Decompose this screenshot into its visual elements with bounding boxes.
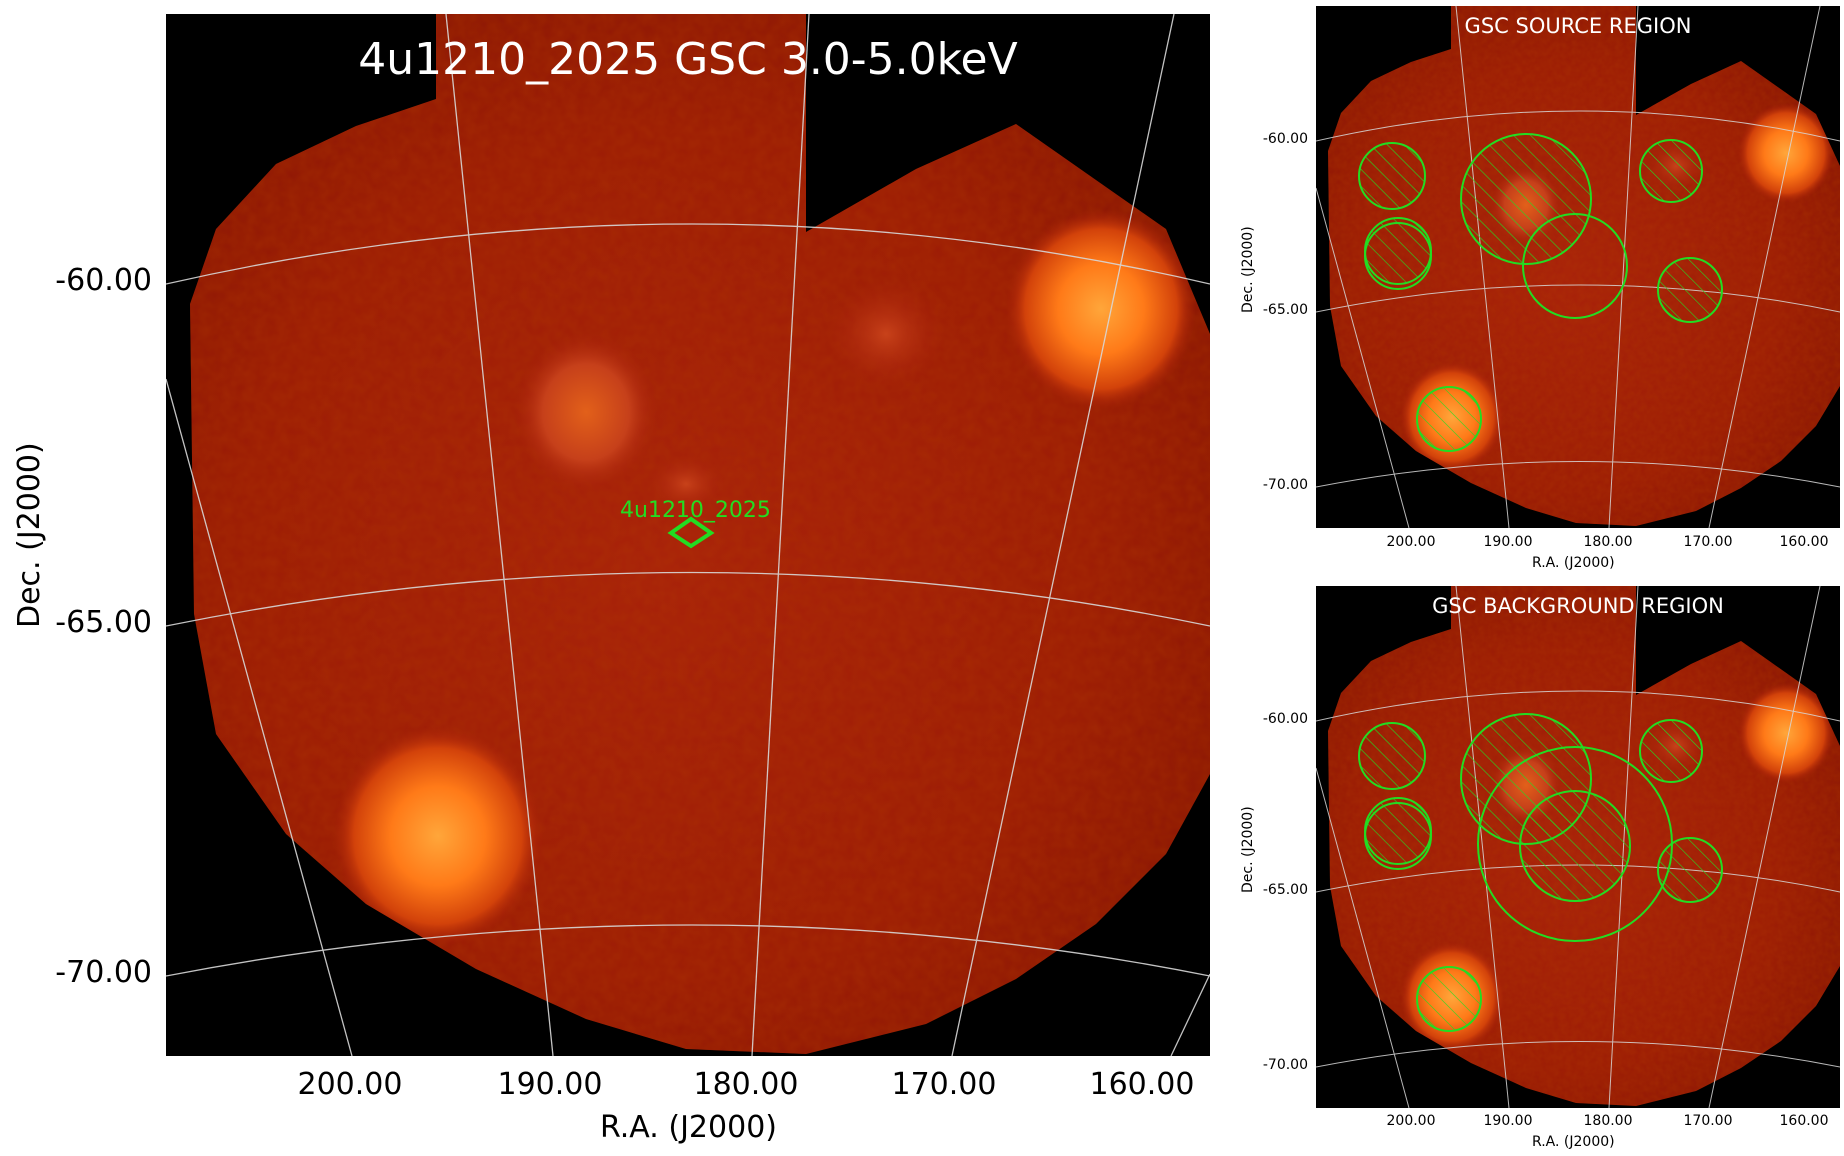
src-xtick: 180.00 — [1583, 534, 1633, 550]
bkg-xtick: 170.00 — [1683, 1113, 1733, 1129]
src-xtick: 200.00 — [1386, 534, 1436, 550]
main-sky-image: 4u1210_2025 GSC 3.0-5.0keV 4u1210_2025 — [166, 14, 1210, 1056]
region-circle — [1416, 386, 1482, 452]
target-marker — [667, 516, 715, 549]
source-regions — [1358, 133, 1723, 452]
region-circle — [1519, 790, 1631, 902]
bkg-ylabel: Dec. (J2000) — [1240, 806, 1256, 893]
bkg-ytick: -60.00 — [1262, 711, 1308, 727]
src-ytick: -65.00 — [1262, 302, 1308, 318]
main-ytick: -65.00 — [55, 605, 152, 640]
faint-source-east — [826, 279, 946, 389]
main-ylabel: Dec. (J2000) — [12, 442, 47, 628]
region-circle — [1657, 837, 1723, 903]
src-xtick: 190.00 — [1483, 534, 1533, 550]
main-xtick: 170.00 — [891, 1067, 997, 1102]
bkg-xtick: 200.00 — [1386, 1113, 1436, 1129]
bkg-xlabel: R.A. (J2000) — [1532, 1134, 1615, 1150]
region-circle — [1657, 257, 1723, 323]
main-xtick: 160.00 — [1089, 1067, 1195, 1102]
main-ytick: -70.00 — [55, 955, 152, 990]
background-region-svg — [1316, 586, 1840, 1108]
region-circle — [1364, 217, 1432, 285]
main-xtick: 180.00 — [693, 1067, 799, 1102]
bkg-ytick: -70.00 — [1262, 1057, 1308, 1073]
background-region-title: GSC BACKGROUND REGION — [1432, 594, 1724, 618]
source-region-svg — [1316, 6, 1840, 528]
main-ytick: -60.00 — [55, 263, 152, 298]
src-xtick: 170.00 — [1683, 534, 1733, 550]
src-ytick: -60.00 — [1262, 131, 1308, 147]
main-xlabel: R.A. (J2000) — [600, 1110, 777, 1145]
background-region-image: GSC BACKGROUND REGION — [1316, 586, 1840, 1108]
src-ytick: -70.00 — [1262, 477, 1308, 493]
bkg-xtick: 190.00 — [1483, 1113, 1533, 1129]
region-circle — [1522, 213, 1628, 319]
region-circle — [1364, 222, 1432, 290]
background-regions — [1358, 713, 1723, 1032]
region-circle — [1364, 802, 1432, 870]
src-xlabel: R.A. (J2000) — [1532, 555, 1615, 571]
bkg-xtick: 160.00 — [1779, 1113, 1829, 1129]
region-circle — [1639, 139, 1703, 203]
bright-source-sw — [333, 726, 543, 946]
src-xtick: 160.00 — [1779, 534, 1829, 550]
source-region-image: GSC SOURCE REGION — [1316, 6, 1840, 528]
target-label: 4u1210_2025 — [620, 498, 771, 523]
region-circle — [1364, 797, 1432, 865]
region-circle — [1358, 142, 1426, 210]
coordinate-grid — [166, 14, 1210, 1056]
region-circle — [1416, 966, 1482, 1032]
main-xtick: 190.00 — [497, 1067, 603, 1102]
source-region-title: GSC SOURCE REGION — [1464, 14, 1692, 38]
region-circle — [1358, 722, 1426, 790]
src-ylabel: Dec. (J2000) — [1240, 226, 1256, 313]
main-title: 4u1210_2025 GSC 3.0-5.0keV — [358, 34, 1018, 85]
main-sky-svg — [166, 14, 1210, 1056]
main-xtick: 200.00 — [297, 1067, 403, 1102]
region-circle — [1460, 133, 1592, 265]
bright-source-ne — [1006, 209, 1196, 409]
bkg-ytick: -65.00 — [1262, 882, 1308, 898]
bkg-xtick: 180.00 — [1583, 1113, 1633, 1129]
region-circle — [1639, 719, 1703, 783]
faint-source-center — [514, 332, 658, 492]
